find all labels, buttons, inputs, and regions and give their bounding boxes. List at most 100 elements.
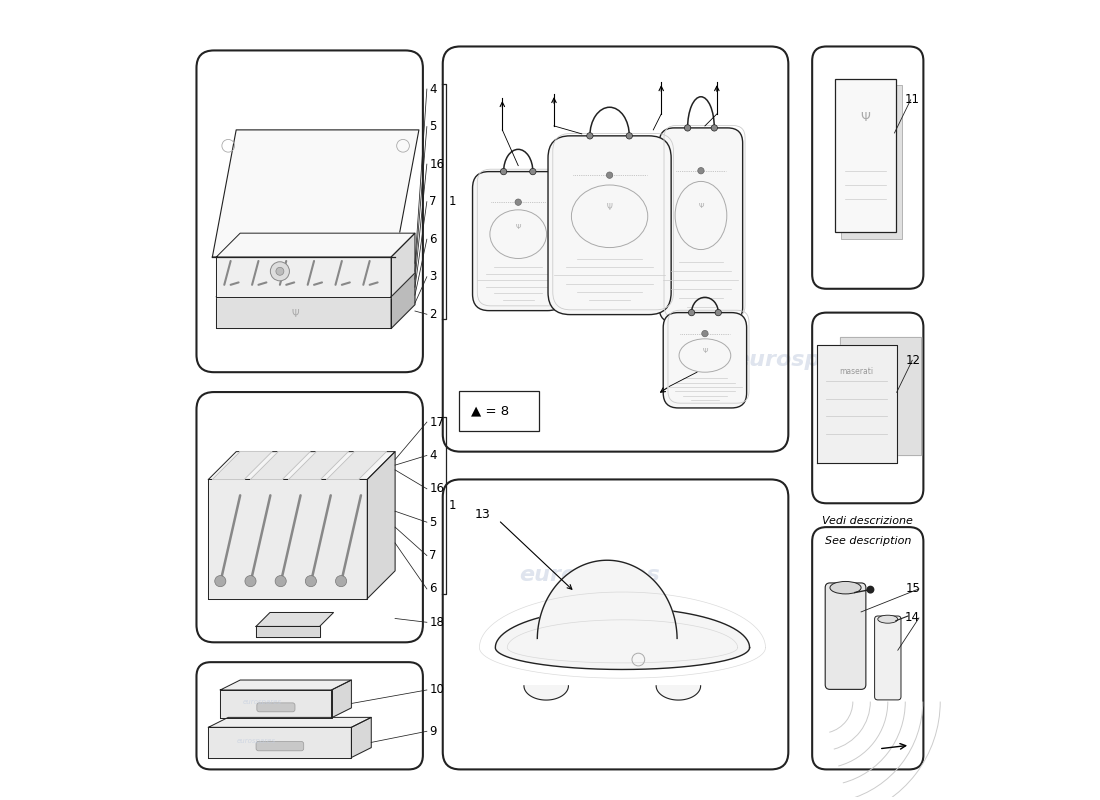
Text: Ψ: Ψ [516,224,521,230]
Polygon shape [212,452,272,479]
Polygon shape [392,233,415,297]
Polygon shape [217,273,415,297]
Circle shape [715,310,722,316]
Text: 3: 3 [429,270,437,283]
Polygon shape [220,690,331,718]
Polygon shape [217,233,415,257]
Polygon shape [208,718,372,727]
Polygon shape [208,452,395,479]
Text: 1: 1 [449,499,455,512]
Text: See description: See description [825,537,911,546]
Text: 16: 16 [429,158,444,170]
Text: 12: 12 [906,354,921,366]
Circle shape [336,575,346,586]
Text: 1: 1 [449,195,455,208]
Text: 5: 5 [429,120,437,133]
Text: maserati: maserati [839,366,873,375]
Circle shape [306,575,317,586]
Polygon shape [367,452,395,598]
Text: Ψ: Ψ [702,348,707,354]
FancyBboxPatch shape [835,79,896,232]
FancyBboxPatch shape [257,703,295,712]
Polygon shape [256,613,333,626]
Polygon shape [256,626,320,637]
Text: eurospares: eurospares [236,738,276,744]
FancyBboxPatch shape [256,742,304,751]
Circle shape [214,575,225,586]
Text: 15: 15 [905,582,920,595]
Polygon shape [220,680,351,690]
Polygon shape [327,452,386,479]
Polygon shape [537,560,678,640]
Text: eurospares: eurospares [241,199,382,219]
Text: 17: 17 [429,415,444,429]
Text: 16: 16 [429,482,444,495]
Text: 4: 4 [429,449,437,462]
Ellipse shape [830,582,861,594]
Polygon shape [208,727,351,758]
Circle shape [702,330,708,337]
Polygon shape [816,345,896,463]
Polygon shape [208,479,367,598]
Text: 10: 10 [429,683,444,697]
Text: Ψ: Ψ [292,309,299,319]
Circle shape [867,586,875,594]
Circle shape [500,169,507,174]
FancyBboxPatch shape [548,136,671,314]
Circle shape [711,125,717,131]
Polygon shape [524,686,569,700]
Text: 7: 7 [429,195,437,208]
Text: 6: 6 [429,233,437,246]
Text: 14: 14 [905,611,920,625]
Polygon shape [656,686,701,700]
Ellipse shape [878,615,898,623]
Circle shape [515,199,521,206]
FancyBboxPatch shape [460,391,539,431]
Text: eurospares: eurospares [243,699,282,706]
Text: eurospares: eurospares [519,565,660,585]
Text: eurospares: eurospares [734,350,874,370]
Circle shape [276,267,284,275]
Text: 11: 11 [904,94,920,106]
Text: eurospares: eurospares [519,199,660,219]
FancyBboxPatch shape [663,313,747,408]
Circle shape [697,167,704,174]
Circle shape [684,125,691,131]
Polygon shape [288,452,349,479]
Text: 2: 2 [429,308,437,321]
Text: 4: 4 [429,82,437,95]
Text: Ψ: Ψ [607,203,613,212]
Circle shape [606,172,613,178]
Text: 18: 18 [429,616,444,629]
Polygon shape [251,452,310,479]
Text: eurospares: eurospares [241,565,382,585]
Circle shape [271,262,289,281]
Text: 6: 6 [429,582,437,595]
Polygon shape [392,273,415,329]
Circle shape [689,310,695,316]
Polygon shape [840,337,921,455]
Text: Ψ: Ψ [860,111,870,125]
FancyBboxPatch shape [659,128,742,322]
FancyBboxPatch shape [874,616,901,700]
Text: 7: 7 [429,549,437,562]
FancyBboxPatch shape [473,171,564,310]
Polygon shape [212,130,419,257]
Circle shape [245,575,256,586]
Circle shape [530,169,536,174]
Text: ▲ = 8: ▲ = 8 [471,405,508,418]
Text: Vedi descrizione: Vedi descrizione [823,516,913,526]
Polygon shape [217,297,392,329]
Text: Ψ: Ψ [698,202,704,209]
Polygon shape [331,680,351,718]
Text: 5: 5 [429,516,437,529]
Polygon shape [217,257,392,297]
Text: 9: 9 [429,725,437,738]
Circle shape [275,575,286,586]
Circle shape [626,133,632,139]
Polygon shape [351,718,372,758]
Polygon shape [495,608,749,670]
Text: 13: 13 [474,508,491,521]
Circle shape [586,133,593,139]
FancyBboxPatch shape [825,583,866,690]
